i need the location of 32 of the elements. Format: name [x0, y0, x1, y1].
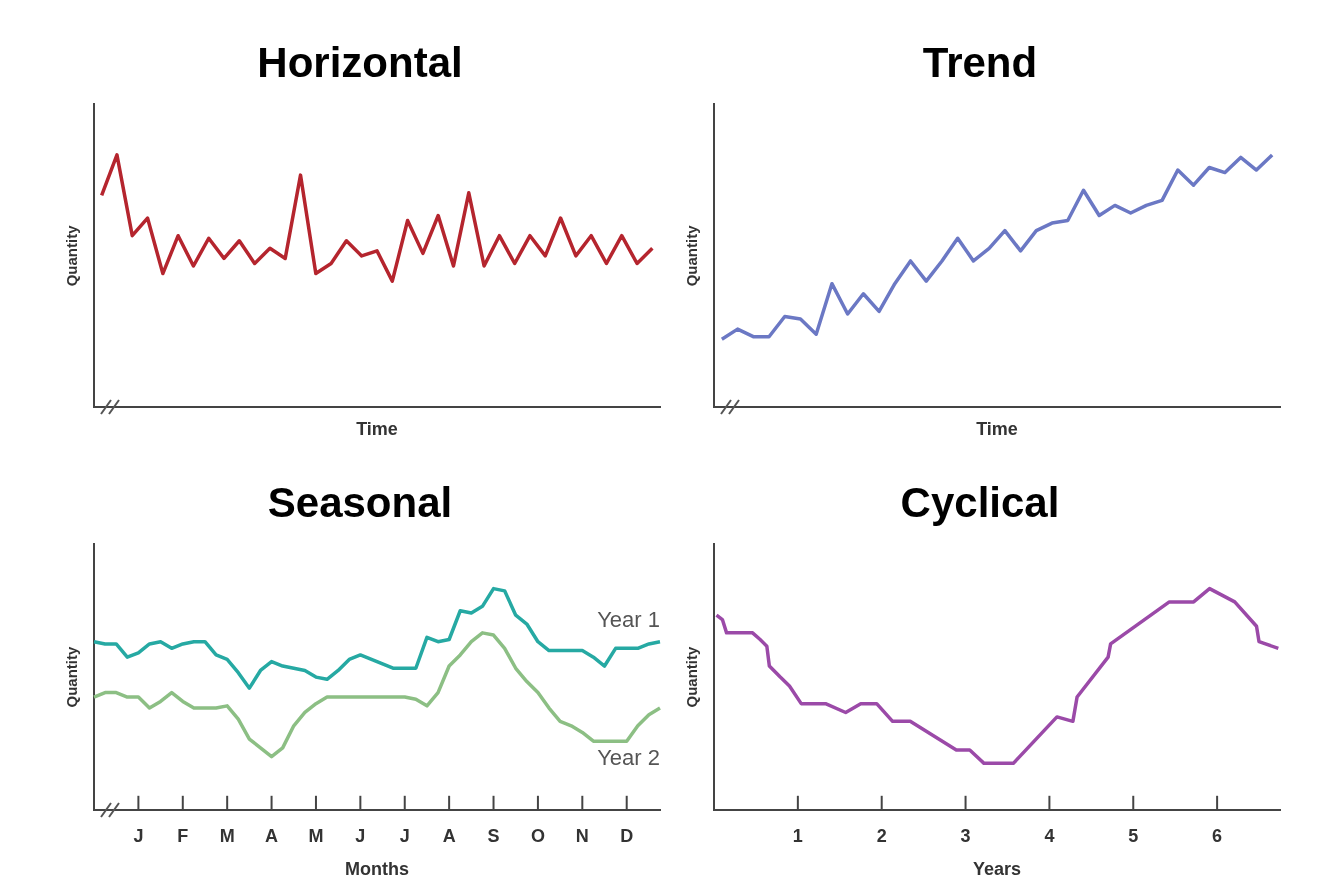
y-axis-title: Quantity: [63, 646, 81, 708]
x-tick-label: J: [355, 825, 366, 846]
x-axis-title: Months: [345, 859, 409, 880]
x-tick-label: N: [575, 825, 589, 846]
y-axis-title: Quantity: [683, 224, 701, 287]
x-tick-label: F: [177, 825, 189, 846]
x-tick-label: M: [308, 825, 324, 846]
x-tick-label: S: [487, 825, 500, 846]
y-axis-title: Quantity: [63, 224, 81, 287]
y-axis-title: Quantity: [683, 646, 701, 708]
x-tick-label: 3: [960, 825, 971, 846]
series-label: Year 2: [597, 745, 660, 771]
chart-title: Cyclical: [900, 478, 1060, 526]
x-tick-label: A: [265, 825, 279, 846]
x-axis-title: Years: [972, 859, 1022, 880]
x-tick-label: 2: [876, 825, 887, 846]
x-tick-label: O: [530, 825, 545, 846]
x-tick-label: 6: [1212, 825, 1223, 846]
x-tick-label: J: [399, 825, 410, 846]
x-tick-label: M: [219, 825, 235, 846]
x-axis-title: Time: [976, 419, 1018, 440]
chart-title: Horizontal: [257, 38, 463, 86]
x-tick-label: D: [620, 825, 634, 846]
series-label: Year 1: [597, 606, 660, 632]
x-tick-label: 1: [792, 825, 803, 846]
x-tick-label: 5: [1128, 825, 1139, 846]
x-tick-label: 4: [1044, 825, 1055, 846]
x-tick-label: J: [133, 825, 144, 846]
chart-title: Seasonal: [267, 478, 453, 526]
x-axis-title: Time: [356, 419, 398, 440]
chart-title: Trend: [922, 38, 1038, 86]
x-tick-label: A: [442, 825, 456, 846]
